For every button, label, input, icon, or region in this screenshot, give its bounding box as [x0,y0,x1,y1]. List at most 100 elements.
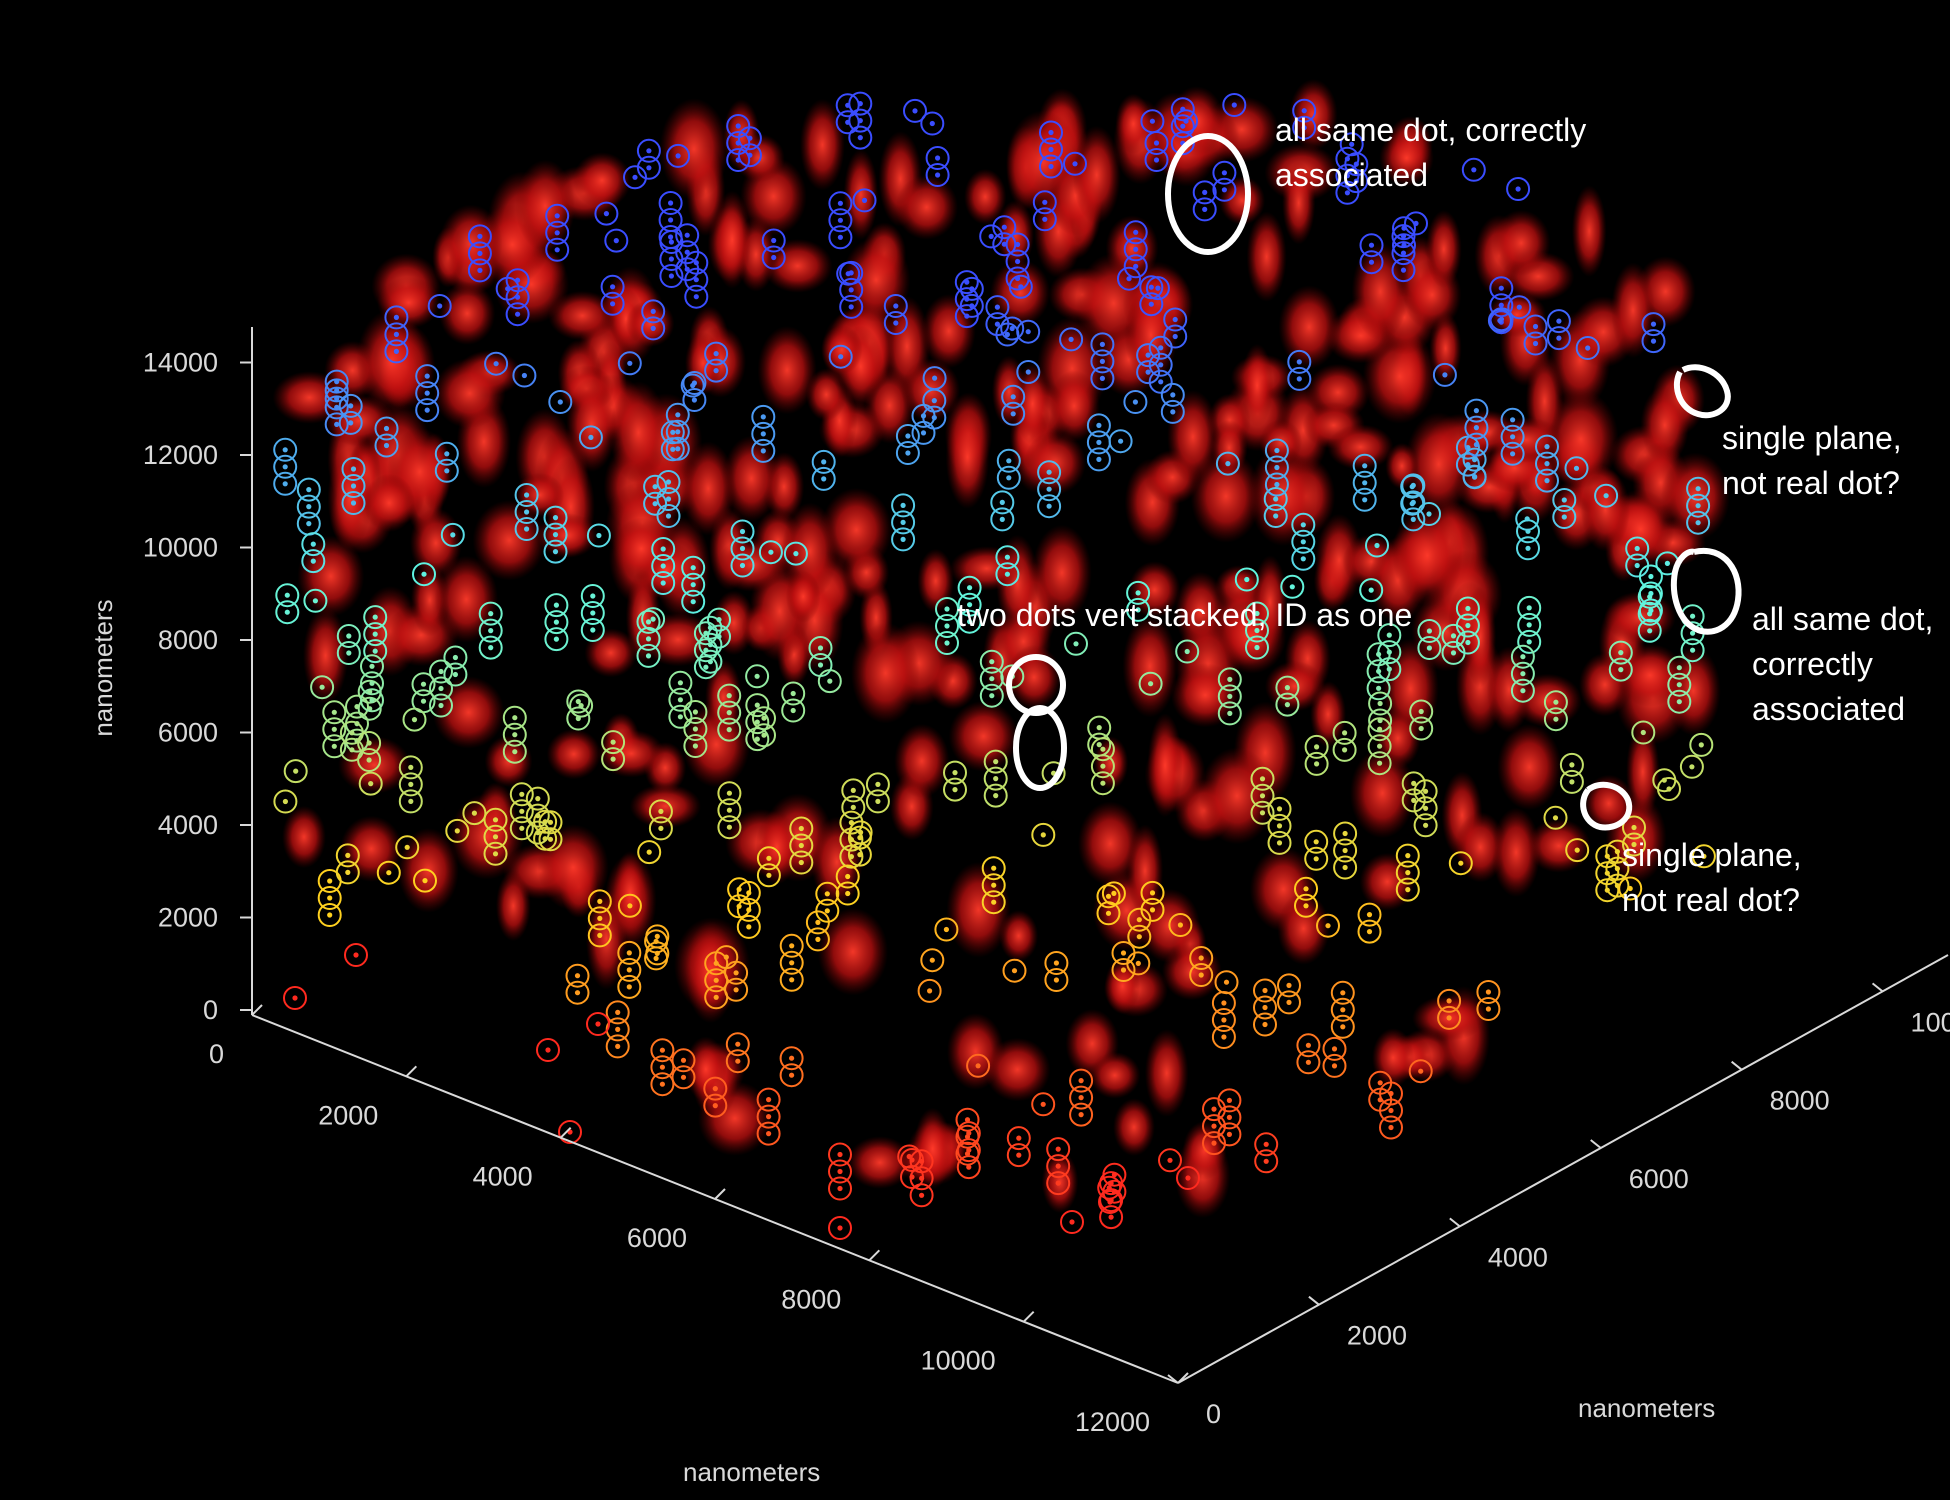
dot-marker [275,600,300,625]
dot-center [1108,1214,1114,1220]
dot-center [746,890,752,896]
dot-center [1340,990,1346,996]
dot-marker [1211,1008,1236,1032]
dot-center [393,331,399,337]
dot-marker [341,491,366,515]
annotation-ring-stacked-lower [1013,705,1067,791]
dot-center [733,970,739,976]
intensity-blob [847,1136,913,1189]
intensity-blob [546,728,601,780]
dot-center [1574,847,1580,853]
dot-center [1202,206,1208,212]
dot-marker [717,798,742,823]
dot-center [438,668,444,675]
dot-center [1172,316,1178,323]
dot-center [1120,967,1127,973]
dot-marker [509,799,534,824]
dot-marker [658,225,683,249]
dot-center [1305,1042,1311,1048]
dot-center [1276,823,1283,829]
dot-center [789,1072,795,1078]
dot-marker [395,835,420,860]
dot-center [1010,411,1016,417]
dot-center [1331,1063,1338,1069]
dot-center [1604,853,1610,859]
dot-marker [779,950,804,975]
dot-center [919,1192,925,1198]
dot-marker [1175,639,1200,664]
dot-center [1289,584,1295,590]
dot-marker [533,826,558,851]
dot-center [653,938,659,945]
dot-center [1400,250,1407,256]
dot-center [393,314,399,320]
dot-center [659,1081,666,1087]
dot-center [452,671,458,678]
dot-marker [828,1159,852,1184]
dot-center [1585,345,1591,351]
dot-center [1690,613,1696,619]
dot-marker [1287,349,1312,374]
dot-marker [1139,292,1164,317]
dot-marker [925,163,950,187]
dot-center [703,647,709,653]
dot-marker [1401,490,1426,515]
dot-center [1690,630,1696,636]
dot-center [726,727,732,733]
dot-marker [1413,796,1438,821]
dot-marker [1005,266,1030,291]
dot-center [1342,830,1348,837]
dot-center [345,869,351,876]
annotation-line: two dots vert stacked, ID as one [957,597,1412,633]
annotation-line: all same dot, [1752,601,1933,637]
dot-marker [1500,407,1525,432]
dot-marker [943,777,967,802]
dot-marker [514,517,539,541]
dot-center [845,102,851,108]
dot-marker [659,264,684,288]
dot-marker [1069,1068,1094,1093]
dot-center [444,468,450,474]
dot-center [766,855,772,861]
dot-center [668,234,674,240]
dot-center [1010,394,1016,400]
dot-center [372,631,378,637]
dot-marker [1365,533,1389,558]
dot-center [1520,671,1526,677]
dot-center [411,717,418,723]
dot-marker [335,860,360,885]
dot-marker [651,537,676,561]
dot-center [975,1063,981,1069]
intensity-blob [681,441,736,536]
dot-marker [955,1107,980,1132]
dot-center [1223,979,1230,985]
x-ticks: 0 2000 4000 6000 8000 10000 12000 [209,1004,1189,1437]
dot-marker [558,1120,582,1144]
intensity-blob [895,174,958,240]
intensity-blob [817,907,889,996]
dot-marker [1316,913,1340,938]
dot-center [1401,242,1407,248]
dot-marker [895,441,920,465]
dot-center [1015,275,1021,282]
dot-marker [983,749,1008,774]
x-tick-label: 12000 [1075,1407,1150,1437]
dot-marker [525,786,550,811]
intensity-blob [1278,285,1340,369]
dot-marker [1448,851,1473,876]
dot-marker [483,824,508,849]
dot-center [327,912,333,918]
dot-center [535,813,541,819]
dot-marker [1517,629,1542,654]
dot-marker [1090,349,1115,374]
dot-marker [358,771,383,796]
intensity-blob [945,405,990,509]
dot-marker [954,304,979,329]
dot-center [626,984,632,990]
dot-center [613,238,619,244]
dot-center [1418,725,1424,732]
dot-center [850,804,856,811]
dot-center [627,903,633,909]
intensity-blob [327,446,372,550]
dot-center [1556,335,1562,341]
